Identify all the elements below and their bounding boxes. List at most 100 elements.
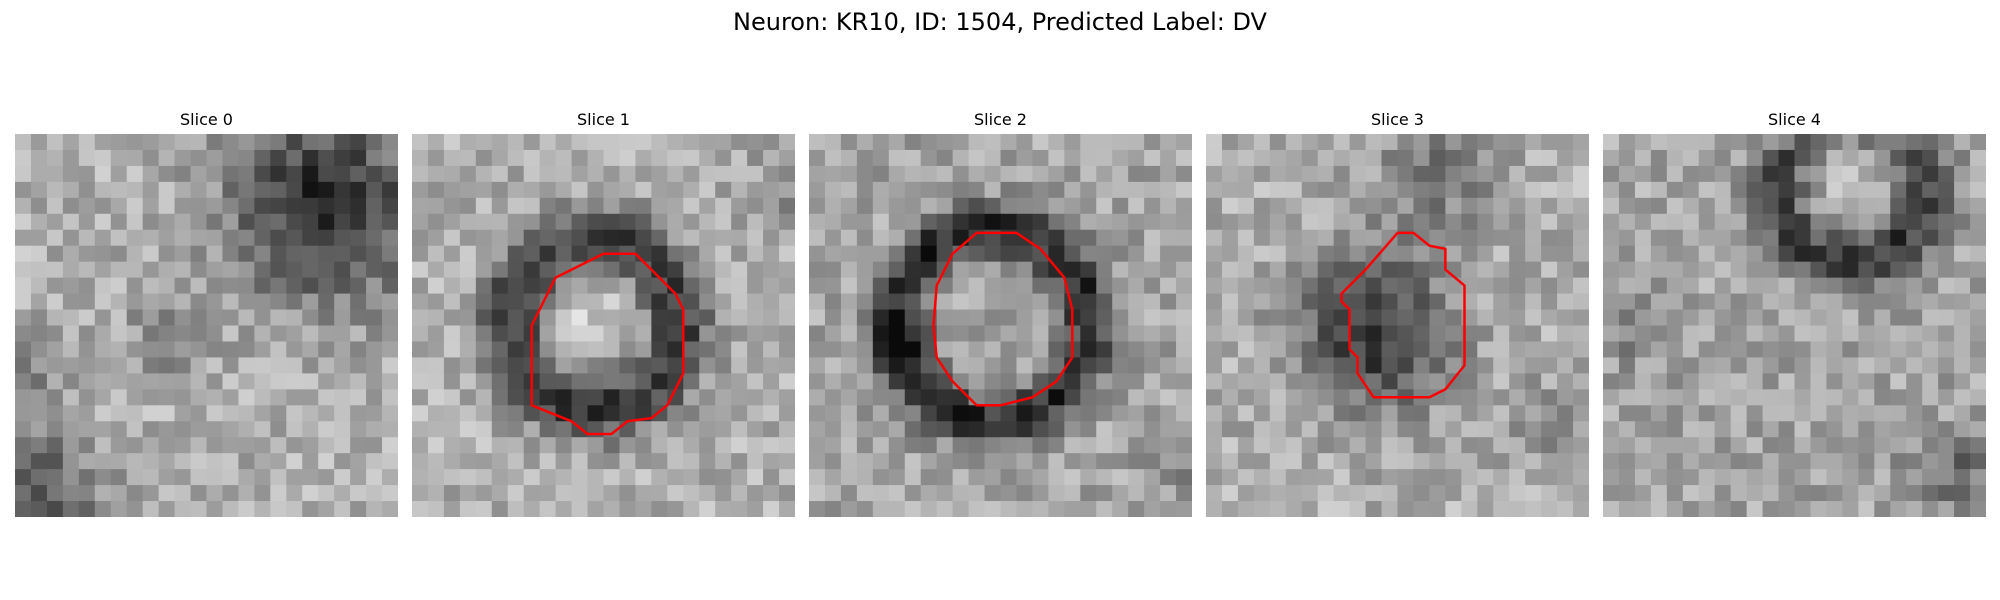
image-pixel xyxy=(1618,213,1636,231)
image-pixel xyxy=(1301,357,1319,374)
image-pixel xyxy=(824,405,842,422)
image-pixel xyxy=(1221,165,1239,183)
image-pixel xyxy=(78,213,96,231)
image-pixel xyxy=(1762,165,1780,183)
image-pixel xyxy=(1890,229,1907,247)
image-pixel xyxy=(1365,485,1383,502)
image-pixel xyxy=(699,293,716,311)
image-pixel xyxy=(1253,277,1271,295)
image-pixel xyxy=(984,197,1002,215)
image-pixel xyxy=(1682,389,1700,406)
image-pixel xyxy=(443,309,461,327)
image-pixel xyxy=(62,261,80,279)
image-pixel xyxy=(587,485,605,502)
image-pixel xyxy=(412,277,429,295)
image-pixel xyxy=(872,197,890,215)
image-pixel xyxy=(571,309,589,327)
image-pixel xyxy=(824,245,842,263)
image-pixel xyxy=(1445,134,1462,151)
image-pixel xyxy=(126,357,144,374)
image-pixel xyxy=(491,373,509,390)
image-pixel xyxy=(952,341,970,359)
image-pixel xyxy=(1557,357,1574,374)
image-pixel xyxy=(1954,501,1971,517)
image-pixel xyxy=(1509,165,1526,183)
image-pixel xyxy=(110,469,128,486)
image-pixel xyxy=(1698,293,1716,311)
image-pixel xyxy=(1429,373,1446,390)
image-pixel xyxy=(1938,405,1955,422)
image-pixel xyxy=(968,213,986,231)
image-pixel xyxy=(507,165,525,183)
image-pixel xyxy=(78,181,96,199)
image-pixel xyxy=(238,469,255,486)
image-pixel xyxy=(1938,245,1955,263)
image-pixel xyxy=(699,277,716,295)
image-pixel xyxy=(270,453,287,470)
image-pixel xyxy=(1826,213,1843,231)
image-pixel xyxy=(30,165,48,183)
image-pixel xyxy=(1509,134,1526,151)
image-pixel xyxy=(190,134,208,151)
image-pixel xyxy=(1874,453,1891,470)
image-pixel xyxy=(952,261,970,279)
image-pixel xyxy=(334,149,351,167)
image-pixel xyxy=(699,181,716,199)
image-pixel xyxy=(254,197,271,215)
image-pixel xyxy=(270,165,287,183)
image-pixel xyxy=(1221,245,1239,263)
image-pixel xyxy=(94,261,112,279)
image-pixel xyxy=(1541,357,1558,374)
image-pixel xyxy=(1445,197,1462,215)
image-pixel xyxy=(603,357,621,374)
image-pixel xyxy=(968,245,986,263)
image-pixel xyxy=(15,437,32,454)
image-pixel xyxy=(302,485,319,502)
image-pixel xyxy=(763,261,780,279)
image-pixel xyxy=(984,325,1002,343)
image-pixel xyxy=(78,469,96,486)
image-pixel xyxy=(1778,325,1796,343)
image-pixel xyxy=(459,373,477,390)
image-pixel xyxy=(1573,245,1589,263)
image-pixel xyxy=(1112,165,1129,183)
image-pixel xyxy=(824,469,842,486)
image-pixel xyxy=(952,181,970,199)
image-pixel xyxy=(667,453,684,470)
image-pixel xyxy=(174,437,192,454)
image-pixel xyxy=(984,485,1002,502)
image-pixel xyxy=(334,229,351,247)
image-pixel xyxy=(334,469,351,486)
image-pixel xyxy=(1048,357,1065,374)
image-pixel xyxy=(1080,165,1097,183)
image-pixel xyxy=(1381,421,1399,438)
image-pixel xyxy=(1301,469,1319,486)
image-pixel xyxy=(1666,405,1684,422)
image-pixel xyxy=(1666,453,1684,470)
image-pixel xyxy=(1301,325,1319,343)
image-pixel xyxy=(459,213,477,231)
image-pixel xyxy=(15,277,32,295)
image-pixel xyxy=(1634,485,1652,502)
image-pixel xyxy=(539,485,557,502)
image-pixel xyxy=(763,149,780,167)
image-pixel xyxy=(763,213,780,231)
image-pixel xyxy=(824,309,842,327)
image-pixel xyxy=(318,357,335,374)
image-pixel xyxy=(1634,309,1652,327)
image-pixel xyxy=(1206,261,1223,279)
image-pixel xyxy=(1493,325,1510,343)
image-pixel xyxy=(555,277,573,295)
image-pixel xyxy=(1858,277,1875,295)
image-pixel xyxy=(126,501,144,517)
image-pixel xyxy=(1365,373,1383,390)
image-pixel xyxy=(555,134,573,151)
image-pixel xyxy=(1144,341,1161,359)
image-pixel xyxy=(1381,293,1399,311)
image-pixel xyxy=(555,181,573,199)
image-pixel xyxy=(382,485,398,502)
image-pixel xyxy=(904,245,922,263)
image-pixel xyxy=(667,261,684,279)
image-pixel xyxy=(1221,437,1239,454)
image-pixel xyxy=(459,309,477,327)
